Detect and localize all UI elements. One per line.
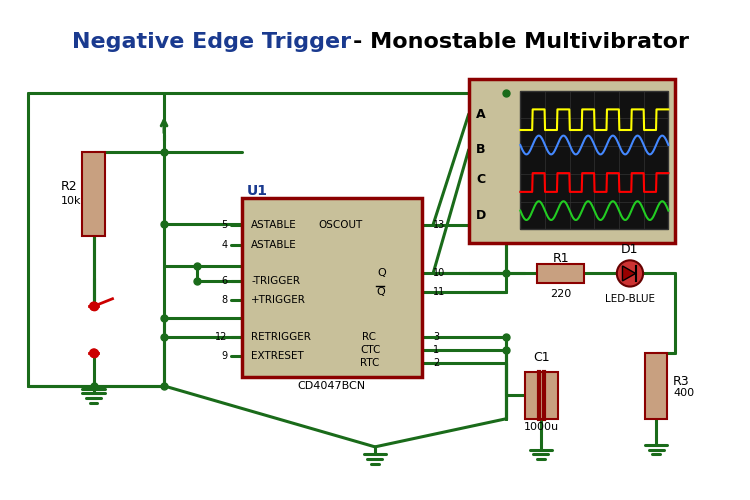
Bar bbox=[242, 198, 422, 376]
Text: 5: 5 bbox=[221, 220, 228, 230]
Text: D1: D1 bbox=[621, 243, 639, 256]
Text: 8: 8 bbox=[222, 294, 228, 304]
Bar bbox=[645, 353, 668, 418]
Text: RC: RC bbox=[362, 332, 376, 342]
Text: - Monostable Multivibrator: - Monostable Multivibrator bbox=[353, 32, 689, 52]
Text: 10k: 10k bbox=[61, 196, 82, 206]
Text: D: D bbox=[476, 209, 487, 222]
Text: CD4047BCN: CD4047BCN bbox=[298, 381, 366, 391]
Text: RTC: RTC bbox=[360, 358, 380, 368]
Circle shape bbox=[616, 260, 643, 286]
Text: R3: R3 bbox=[673, 374, 690, 388]
Bar bbox=[537, 264, 584, 283]
Text: Q: Q bbox=[378, 268, 386, 278]
Text: +TRIGGER: +TRIGGER bbox=[251, 294, 306, 304]
Text: 12: 12 bbox=[215, 332, 228, 342]
Text: OSCOUT: OSCOUT bbox=[319, 220, 363, 230]
Text: 10: 10 bbox=[433, 268, 445, 278]
Text: 13: 13 bbox=[433, 220, 445, 230]
Bar bbox=[469, 80, 675, 243]
Text: 2: 2 bbox=[433, 358, 439, 368]
Text: R1: R1 bbox=[552, 252, 569, 265]
Text: 3: 3 bbox=[433, 332, 439, 342]
Text: 1000u: 1000u bbox=[524, 422, 559, 432]
Text: Q: Q bbox=[376, 287, 385, 297]
Text: B: B bbox=[476, 143, 486, 156]
Text: EXTRESET: EXTRESET bbox=[251, 351, 304, 361]
Text: CTC: CTC bbox=[360, 346, 380, 356]
Text: 11: 11 bbox=[433, 287, 445, 297]
Text: A: A bbox=[476, 108, 486, 120]
Text: R2: R2 bbox=[61, 180, 77, 193]
Bar bbox=[520, 90, 668, 230]
Text: U1: U1 bbox=[247, 184, 268, 198]
Text: 6: 6 bbox=[222, 276, 228, 286]
Text: ASTABLE: ASTABLE bbox=[251, 240, 297, 250]
Text: 4: 4 bbox=[222, 240, 228, 250]
Text: Negative Edge Trigger: Negative Edge Trigger bbox=[73, 32, 352, 52]
Polygon shape bbox=[622, 266, 635, 281]
Text: C1: C1 bbox=[533, 350, 550, 364]
Text: 9: 9 bbox=[222, 351, 228, 361]
Text: -TRIGGER: -TRIGGER bbox=[251, 276, 300, 286]
Text: LED-BLUE: LED-BLUE bbox=[605, 294, 655, 304]
Text: C: C bbox=[476, 173, 485, 186]
Text: RETRIGGER: RETRIGGER bbox=[251, 332, 311, 342]
Text: ASTABLE: ASTABLE bbox=[251, 220, 297, 230]
Bar bbox=[82, 152, 105, 236]
Text: 400: 400 bbox=[673, 388, 694, 398]
Text: 1: 1 bbox=[433, 346, 439, 356]
Bar bbox=[525, 372, 558, 418]
Text: 220: 220 bbox=[550, 289, 572, 299]
